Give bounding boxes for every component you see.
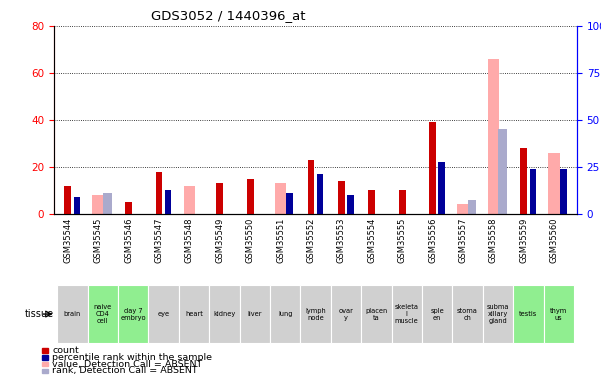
Text: stoma
ch: stoma ch — [457, 308, 478, 321]
Text: GSM35550: GSM35550 — [246, 217, 255, 262]
Text: GSM35546: GSM35546 — [124, 217, 133, 263]
Bar — [216, 183, 223, 214]
Text: testis: testis — [519, 311, 537, 317]
FancyBboxPatch shape — [209, 285, 240, 343]
Bar — [73, 197, 80, 214]
Text: liver: liver — [248, 311, 262, 317]
FancyBboxPatch shape — [240, 285, 270, 343]
Bar — [487, 59, 499, 214]
Text: heart: heart — [185, 311, 203, 317]
Text: GSM35558: GSM35558 — [489, 217, 498, 263]
Bar — [286, 193, 293, 214]
Bar — [438, 162, 445, 214]
Bar — [103, 193, 112, 214]
Bar — [429, 122, 436, 214]
Text: GSM35553: GSM35553 — [337, 217, 346, 263]
Bar — [468, 200, 477, 214]
Text: GSM35552: GSM35552 — [307, 217, 316, 262]
Text: subma
xillary
gland: subma xillary gland — [487, 304, 509, 324]
Text: percentile rank within the sample: percentile rank within the sample — [52, 353, 212, 362]
FancyBboxPatch shape — [483, 285, 513, 343]
FancyBboxPatch shape — [513, 285, 543, 343]
Bar — [64, 186, 71, 214]
Bar — [156, 172, 162, 214]
Text: GSM35559: GSM35559 — [519, 217, 528, 262]
Text: GSM35560: GSM35560 — [550, 217, 559, 263]
Bar — [125, 202, 132, 214]
Text: GDS3052 / 1440396_at: GDS3052 / 1440396_at — [151, 9, 306, 22]
Text: GSM35551: GSM35551 — [276, 217, 285, 262]
FancyBboxPatch shape — [543, 285, 574, 343]
FancyBboxPatch shape — [300, 285, 331, 343]
FancyBboxPatch shape — [361, 285, 391, 343]
Text: day 7
embryo: day 7 embryo — [120, 308, 146, 321]
Text: value, Detection Call = ABSENT: value, Detection Call = ABSENT — [52, 360, 203, 369]
Text: eye: eye — [157, 311, 169, 317]
Bar — [338, 181, 345, 214]
Bar — [457, 204, 469, 214]
Text: GSM35549: GSM35549 — [215, 217, 224, 262]
Bar — [183, 186, 195, 214]
FancyBboxPatch shape — [453, 285, 483, 343]
Text: GSM35547: GSM35547 — [154, 217, 163, 263]
Text: GSM35544: GSM35544 — [63, 217, 72, 262]
FancyBboxPatch shape — [118, 285, 148, 343]
Bar — [548, 153, 560, 214]
Text: ovar
y: ovar y — [338, 308, 353, 321]
Text: GSM35556: GSM35556 — [428, 217, 437, 263]
Bar — [165, 190, 171, 214]
FancyBboxPatch shape — [148, 285, 178, 343]
Text: skeleta
l
muscle: skeleta l muscle — [395, 304, 419, 324]
Bar — [347, 195, 354, 214]
Text: GSM35557: GSM35557 — [459, 217, 468, 263]
Text: GSM35554: GSM35554 — [367, 217, 376, 262]
Text: tissue: tissue — [25, 309, 53, 319]
Bar — [529, 169, 536, 214]
Text: brain: brain — [64, 311, 81, 317]
Text: thym
us: thym us — [550, 308, 567, 321]
Bar — [498, 129, 507, 214]
Text: count: count — [52, 346, 79, 355]
Text: lung: lung — [278, 311, 292, 317]
Text: placen
ta: placen ta — [365, 308, 388, 321]
FancyBboxPatch shape — [57, 285, 88, 343]
Bar — [520, 148, 527, 214]
Bar — [308, 160, 314, 214]
Bar — [275, 183, 286, 214]
Text: rank, Detection Call = ABSENT: rank, Detection Call = ABSENT — [52, 366, 198, 375]
Bar — [399, 190, 406, 214]
Text: GSM35545: GSM35545 — [94, 217, 103, 262]
Text: lymph
node: lymph node — [305, 308, 326, 321]
Text: sple
en: sple en — [430, 308, 444, 321]
Text: kidney: kidney — [213, 311, 236, 317]
Bar — [247, 178, 254, 214]
Bar — [317, 174, 323, 214]
FancyBboxPatch shape — [331, 285, 361, 343]
Bar — [93, 195, 104, 214]
FancyBboxPatch shape — [178, 285, 209, 343]
FancyBboxPatch shape — [391, 285, 422, 343]
Text: GSM35548: GSM35548 — [185, 217, 194, 263]
Text: GSM35555: GSM35555 — [398, 217, 407, 262]
FancyBboxPatch shape — [88, 285, 118, 343]
FancyBboxPatch shape — [270, 285, 300, 343]
Bar — [560, 169, 567, 214]
Bar — [368, 190, 375, 214]
FancyBboxPatch shape — [422, 285, 453, 343]
Text: naive
CD4
cell: naive CD4 cell — [94, 304, 112, 324]
